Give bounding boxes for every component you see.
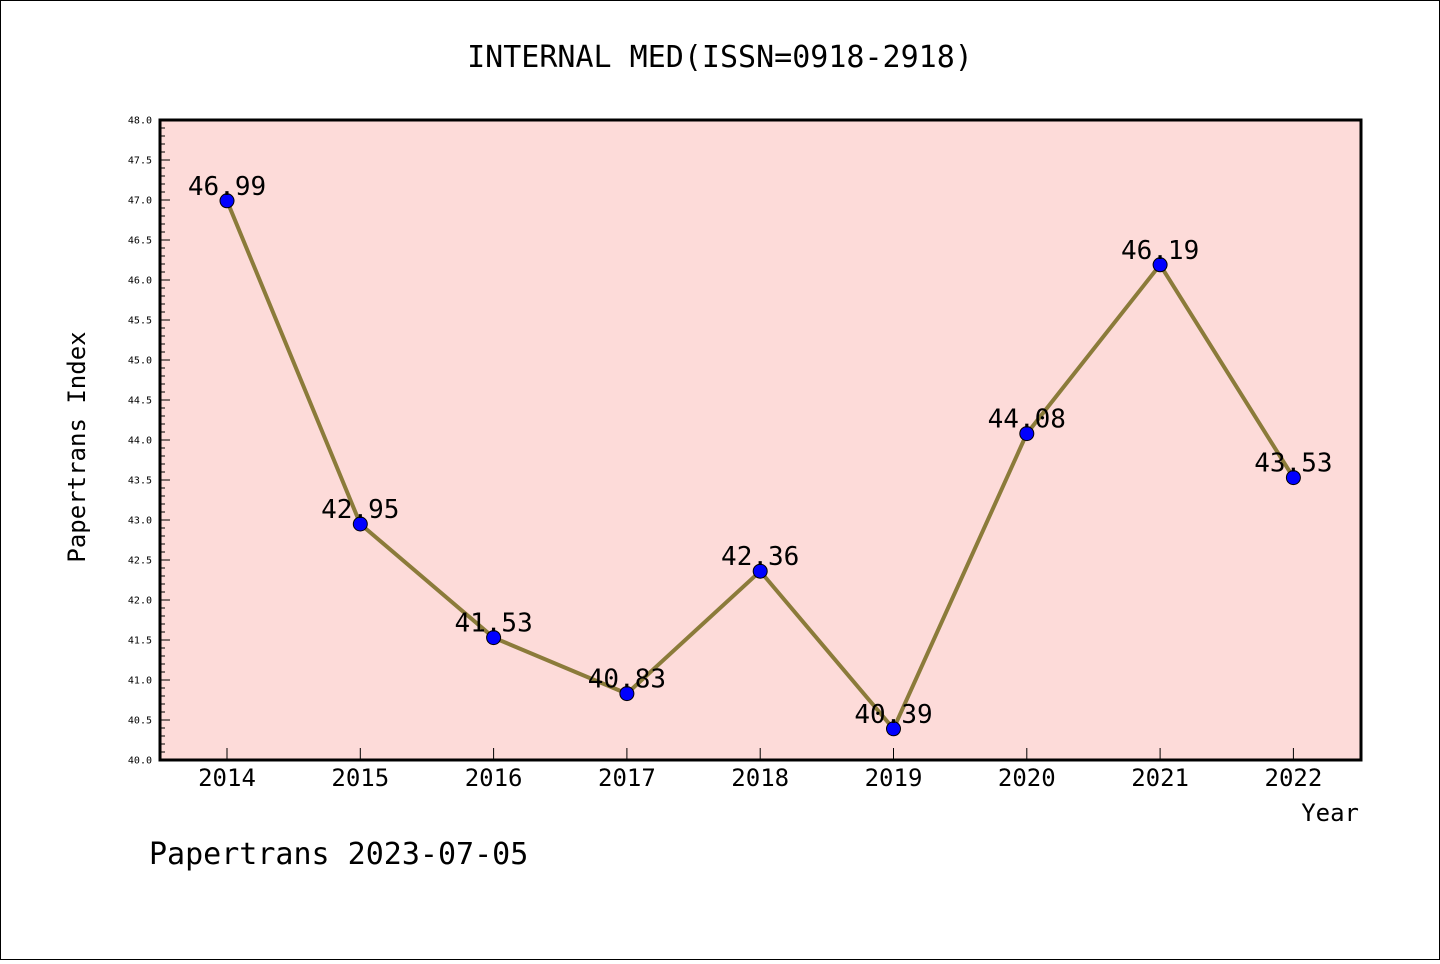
- x-tick-label: 2015: [331, 764, 389, 792]
- data-label: 42.36: [721, 542, 799, 572]
- data-markers: [219, 193, 1301, 737]
- data-label: 46.99: [188, 172, 266, 202]
- y-axis-label: Papertrans Index: [63, 331, 91, 562]
- x-tick-label: 2016: [465, 764, 523, 792]
- y-tick-label: 41.0: [128, 676, 152, 687]
- x-tick-label: 2018: [731, 764, 789, 792]
- data-label: 40.39: [854, 700, 932, 730]
- y-tick-label: 45.0: [128, 356, 152, 367]
- data-point-marker: [1152, 257, 1168, 273]
- data-point-marker: [352, 516, 368, 532]
- data-label: 42.95: [321, 495, 399, 525]
- data-point-marker: [752, 563, 768, 579]
- y-tick-label: 41.5: [128, 636, 152, 647]
- data-label: 41.53: [454, 609, 532, 639]
- data-label: 43.53: [1254, 449, 1332, 479]
- data-label: 44.08: [988, 405, 1066, 435]
- y-tick-label: 40.5: [128, 716, 152, 727]
- y-tick-label: 44.0: [128, 436, 152, 447]
- data-point-marker: [219, 193, 235, 209]
- chart-title: INTERNAL MED(ISSN=0918-2918): [467, 40, 973, 75]
- y-tick-label: 46.0: [128, 276, 152, 287]
- y-tick-label: 45.5: [128, 316, 152, 327]
- data-point-marker: [486, 630, 502, 646]
- data-point-marker: [619, 686, 635, 702]
- data-label: 46.19: [1121, 236, 1199, 266]
- y-tick-label: 42.0: [128, 596, 152, 607]
- plot-area: [160, 120, 1361, 760]
- y-tick-label: 42.5: [128, 556, 152, 567]
- footer-date: Papertrans 2023-07-05: [149, 837, 528, 872]
- y-tick-label: 40.0: [128, 756, 152, 767]
- x-axis-ticks: 2014 2015 2016 2017 2018 2019 2020 2021 2022: [198, 748, 1322, 792]
- data-point-marker: [1285, 470, 1301, 486]
- x-tick-label: 2019: [865, 764, 923, 792]
- plot-border: [158, 118, 1363, 762]
- y-tick-label: 44.5: [128, 396, 152, 407]
- y-axis-ticks: 40.0 40.5 41.0 41.5 42.0 42.5 43.0 43.5 44.0 44.5…: [128, 116, 170, 767]
- y-tick-label: 48.0: [128, 116, 152, 127]
- y-tick-label: 47.5: [128, 156, 152, 167]
- data-point-marker: [886, 721, 901, 737]
- y-tick-label: 43.0: [128, 516, 152, 527]
- data-labels: 46.99 42.95 41.53 40.83 42.36 40.39 44.08 46.19…: [188, 172, 1333, 730]
- y-tick-label: 46.5: [128, 236, 152, 247]
- data-point-marker: [1019, 426, 1035, 442]
- x-tick-label: 2021: [1131, 764, 1189, 792]
- x-tick-label: 2014: [198, 764, 256, 792]
- y-tick-label: 47.0: [128, 196, 152, 207]
- x-tick-label: 2020: [998, 764, 1056, 792]
- x-tick-label: 2017: [598, 764, 656, 792]
- y-tick-label: 43.5: [128, 476, 152, 487]
- x-axis-label: Year: [1301, 799, 1359, 827]
- data-label: 40.83: [588, 665, 666, 695]
- x-tick-label: 2022: [1265, 764, 1323, 792]
